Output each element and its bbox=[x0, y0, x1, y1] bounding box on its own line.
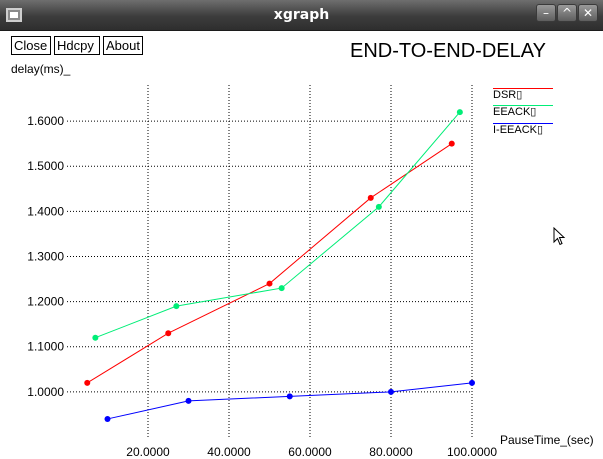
x-tick-label: 80.0000 bbox=[369, 445, 413, 459]
data-point bbox=[286, 393, 293, 400]
x-tick-label: 40.0000 bbox=[207, 445, 251, 459]
data-point bbox=[266, 280, 273, 287]
close-button[interactable]: Close bbox=[11, 36, 51, 55]
data-point bbox=[456, 109, 463, 116]
data-point bbox=[388, 388, 394, 395]
legend-entry: EEACK▯ bbox=[493, 105, 553, 119]
y-tick-label: 1.0000 bbox=[27, 385, 64, 399]
data-point bbox=[278, 285, 285, 292]
legend-entry: I-EEACK▯ bbox=[493, 123, 553, 137]
data-point bbox=[448, 140, 455, 147]
maximize-button[interactable]: ^ bbox=[557, 4, 577, 22]
data-point bbox=[84, 379, 91, 386]
data-point bbox=[104, 415, 111, 422]
mouse-pointer-icon bbox=[553, 227, 566, 246]
window-close-button[interactable]: ✕ bbox=[578, 4, 598, 22]
minimize-button[interactable]: – bbox=[536, 4, 556, 22]
data-point bbox=[469, 379, 475, 386]
chart-title: END-TO-END-DELAY bbox=[350, 40, 546, 62]
x-tick-label: 100.0000 bbox=[447, 445, 497, 459]
y-tick-label: 1.4000 bbox=[27, 204, 64, 218]
y-axis-label: delay(ms)_ bbox=[11, 62, 71, 76]
legend-label: EEACK▯ bbox=[493, 106, 537, 118]
y-tick-label: 1.1000 bbox=[27, 340, 64, 354]
data-point bbox=[375, 203, 382, 210]
legend-entry: DSR▯ bbox=[493, 88, 553, 102]
series-line bbox=[107, 382, 473, 420]
x-tick-label: 20.0000 bbox=[126, 445, 170, 459]
y-tick-label: 1.3000 bbox=[27, 249, 64, 263]
window-menu-icon[interactable] bbox=[6, 8, 22, 22]
y-tick-label: 1.2000 bbox=[27, 295, 64, 309]
about-button[interactable]: About bbox=[103, 36, 143, 55]
legend-swatch bbox=[493, 88, 553, 89]
legend-swatch bbox=[493, 123, 553, 124]
x-axis-label: PauseTime_(sec) bbox=[500, 433, 594, 447]
window-titlebar: xgraph – ^ ✕ bbox=[0, 0, 603, 31]
window-title: xgraph bbox=[273, 7, 330, 23]
data-point bbox=[185, 397, 192, 404]
y-tick-label: 1.5000 bbox=[27, 159, 64, 173]
legend-swatch bbox=[493, 105, 553, 106]
hdcpy-button[interactable]: Hdcpy bbox=[54, 36, 100, 55]
legend-label: DSR▯ bbox=[493, 89, 523, 101]
data-point bbox=[367, 194, 374, 201]
data-point bbox=[173, 303, 180, 310]
legend-label: I-EEACK▯ bbox=[493, 124, 544, 136]
series-line bbox=[95, 111, 461, 339]
x-tick-label: 60.0000 bbox=[288, 445, 332, 459]
y-tick-label: 1.6000 bbox=[27, 114, 64, 128]
data-point bbox=[92, 334, 99, 341]
data-point bbox=[165, 330, 172, 337]
